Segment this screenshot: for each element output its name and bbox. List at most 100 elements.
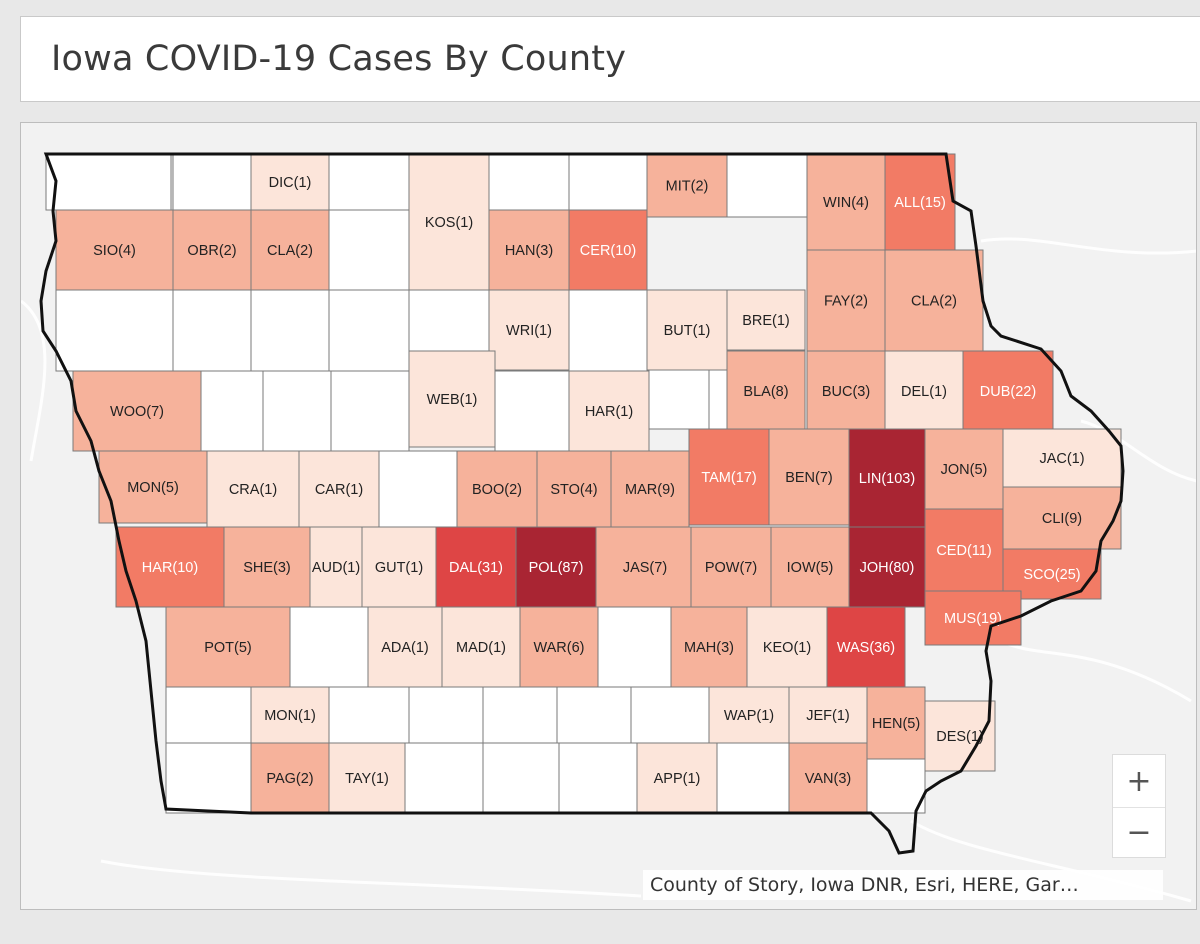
county-app[interactable] (636, 742, 718, 814)
county-label-van: VAN(3) (805, 771, 851, 787)
county-jas[interactable] (595, 526, 695, 608)
county-mah[interactable] (670, 606, 748, 688)
county-mon[interactable] (98, 450, 208, 524)
zoom-in-button[interactable]: + (1126, 764, 1152, 799)
county-empty[interactable] (328, 686, 410, 744)
county-har[interactable] (568, 370, 650, 452)
county-mon[interactable] (250, 686, 330, 744)
county-empty[interactable] (250, 289, 330, 372)
county-empty[interactable] (568, 153, 648, 211)
county-empty[interactable] (866, 758, 926, 814)
county-han[interactable] (488, 209, 570, 291)
county-empty[interactable] (328, 289, 410, 372)
county-label-cra: CRA(1) (229, 482, 277, 498)
county-empty[interactable] (494, 370, 570, 452)
iowa-county-map[interactable]: DIC(1) KOS(1) MIT(2) WIN(4) ALL(15) SIO(4) OBR… (21, 123, 1197, 910)
county-mar[interactable] (610, 450, 690, 528)
county-empty[interactable] (408, 289, 490, 352)
county-bre[interactable] (726, 289, 806, 351)
county-cla[interactable] (250, 209, 330, 291)
county-empty[interactable] (597, 606, 672, 688)
county-empty[interactable] (482, 742, 560, 814)
county-ben[interactable] (768, 428, 850, 526)
county-cer[interactable] (568, 209, 648, 291)
county-empty[interactable] (630, 686, 710, 744)
county-was[interactable] (826, 606, 906, 688)
county-empty[interactable] (45, 153, 172, 211)
county-label-hen: HEN(5) (872, 716, 920, 732)
county-empty[interactable] (289, 606, 369, 688)
county-labels: DIC(1) KOS(1) MIT(2) WIN(4) ALL(15) SIO(4) OBR… (93, 175, 1084, 787)
county-gut[interactable] (361, 526, 437, 608)
county-sto[interactable] (536, 450, 612, 528)
county-label-bre: BRE(1) (742, 313, 790, 329)
county-wap[interactable] (708, 686, 790, 744)
county-label-all: ALL(15) (894, 195, 946, 211)
county-buc[interactable] (806, 350, 886, 432)
county-empty[interactable] (200, 370, 264, 452)
county-ada[interactable] (367, 606, 443, 688)
county-empty[interactable] (165, 686, 252, 744)
county-empty[interactable] (558, 742, 638, 814)
county-pag[interactable] (250, 742, 330, 814)
county-empty[interactable] (55, 289, 174, 372)
county-tam[interactable] (688, 428, 770, 526)
county-label-mon: MON(5) (127, 480, 179, 496)
county-empty[interactable] (165, 742, 252, 814)
county-bla[interactable] (726, 350, 806, 432)
county-tay[interactable] (328, 742, 406, 814)
county-empty[interactable] (328, 209, 410, 291)
county-empty[interactable] (172, 153, 252, 211)
county-empty[interactable] (482, 686, 558, 744)
county-lin[interactable] (848, 428, 926, 528)
county-obr[interactable] (172, 209, 252, 291)
county-empty[interactable] (488, 153, 570, 211)
county-empty[interactable] (172, 289, 252, 372)
county-woo[interactable] (72, 370, 202, 452)
county-dal[interactable] (435, 526, 517, 608)
county-cra[interactable] (206, 450, 300, 528)
county-jon[interactable] (924, 428, 1004, 510)
county-web[interactable] (408, 350, 496, 448)
county-empty[interactable] (328, 153, 410, 211)
county-empty[interactable] (556, 686, 632, 744)
county-pol[interactable] (515, 526, 597, 608)
county-sio[interactable] (55, 209, 174, 291)
county-kos[interactable] (408, 153, 490, 291)
county-war[interactable] (519, 606, 599, 688)
county-label-jef: JEF(1) (806, 708, 850, 724)
county-she[interactable] (223, 526, 311, 608)
county-hen[interactable] (866, 686, 926, 760)
county-ced[interactable] (924, 508, 1004, 592)
county-des[interactable] (924, 700, 996, 772)
county-keo[interactable] (746, 606, 828, 688)
county-label-cli: CLI(9) (1042, 511, 1082, 527)
county-empty[interactable] (262, 370, 332, 452)
county-pot[interactable] (165, 606, 291, 688)
county-car[interactable] (298, 450, 380, 528)
map-frame[interactable]: DIC(1) KOS(1) MIT(2) WIN(4) ALL(15) SIO(4) OBR… (20, 122, 1197, 910)
county-empty[interactable] (404, 742, 484, 814)
county-jac[interactable] (1002, 428, 1122, 488)
county-del[interactable] (884, 350, 964, 432)
county-label-mah: MAH(3) (684, 640, 734, 656)
county-empty[interactable] (568, 289, 648, 372)
county-label-but: BUT(1) (664, 323, 711, 339)
county-empty[interactable] (726, 153, 808, 218)
county-wri[interactable] (488, 289, 570, 371)
county-all[interactable] (884, 153, 956, 251)
zoom-out-button[interactable]: − (1113, 807, 1165, 858)
county-empty[interactable] (716, 742, 790, 814)
county-but[interactable] (646, 289, 728, 371)
county-cla[interactable] (884, 249, 984, 352)
county-pow[interactable] (690, 526, 772, 608)
county-label-pot: POT(5) (204, 640, 252, 656)
county-empty[interactable] (330, 370, 410, 452)
county-van[interactable] (788, 742, 868, 814)
county-dic[interactable] (250, 153, 330, 211)
county-mad[interactable] (441, 606, 521, 688)
county-empty[interactable] (378, 450, 458, 528)
county-empty[interactable] (408, 686, 484, 744)
county-boo[interactable] (456, 450, 538, 528)
county-mus[interactable] (924, 590, 1022, 646)
